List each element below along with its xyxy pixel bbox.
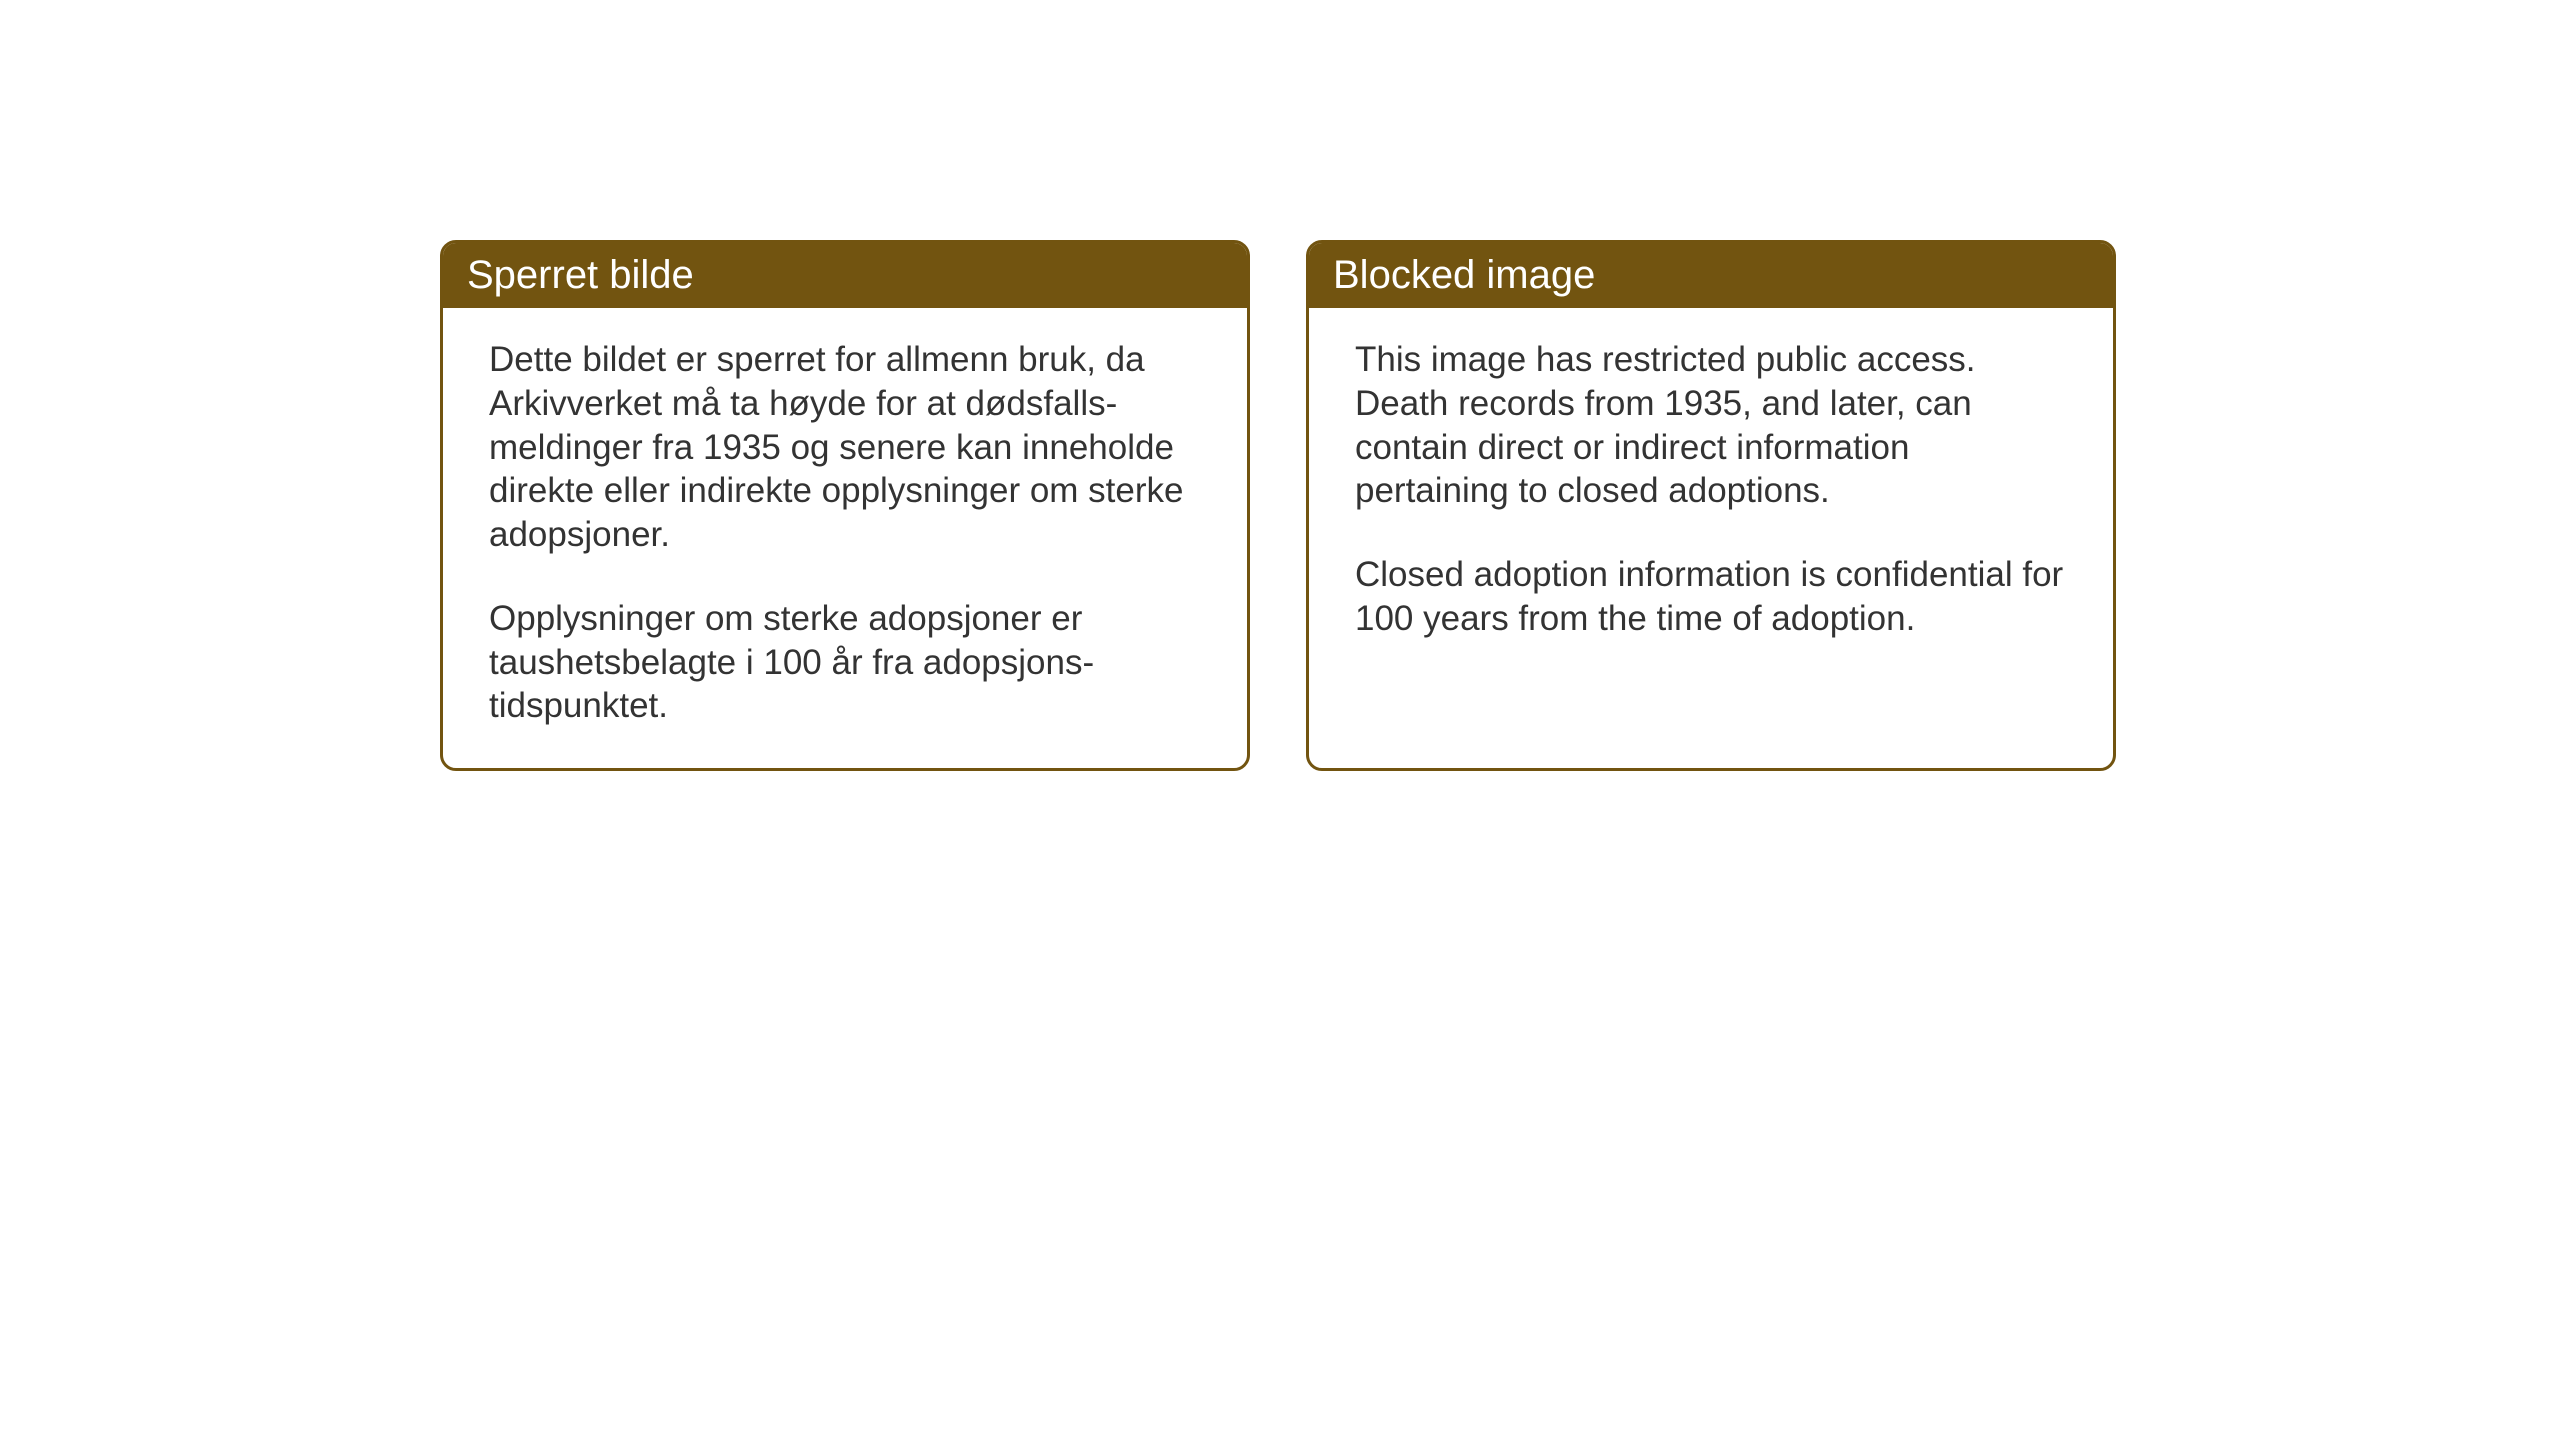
card-paragraph-1-english: This image has restricted public access.…	[1355, 338, 2067, 513]
card-title-norwegian: Sperret bilde	[467, 253, 694, 297]
card-paragraph-1-norwegian: Dette bildet er sperret for allmenn bruk…	[489, 338, 1201, 557]
notice-card-norwegian: Sperret bilde Dette bildet er sperret fo…	[440, 240, 1250, 771]
card-header-english: Blocked image	[1309, 243, 2113, 308]
card-body-english: This image has restricted public access.…	[1309, 308, 2113, 728]
card-header-norwegian: Sperret bilde	[443, 243, 1247, 308]
card-title-english: Blocked image	[1333, 253, 1595, 297]
card-body-norwegian: Dette bildet er sperret for allmenn bruk…	[443, 308, 1247, 768]
card-paragraph-2-english: Closed adoption information is confident…	[1355, 553, 2067, 641]
notice-container: Sperret bilde Dette bildet er sperret fo…	[440, 240, 2560, 771]
notice-card-english: Blocked image This image has restricted …	[1306, 240, 2116, 771]
card-paragraph-2-norwegian: Opplysninger om sterke adopsjoner er tau…	[489, 597, 1201, 728]
